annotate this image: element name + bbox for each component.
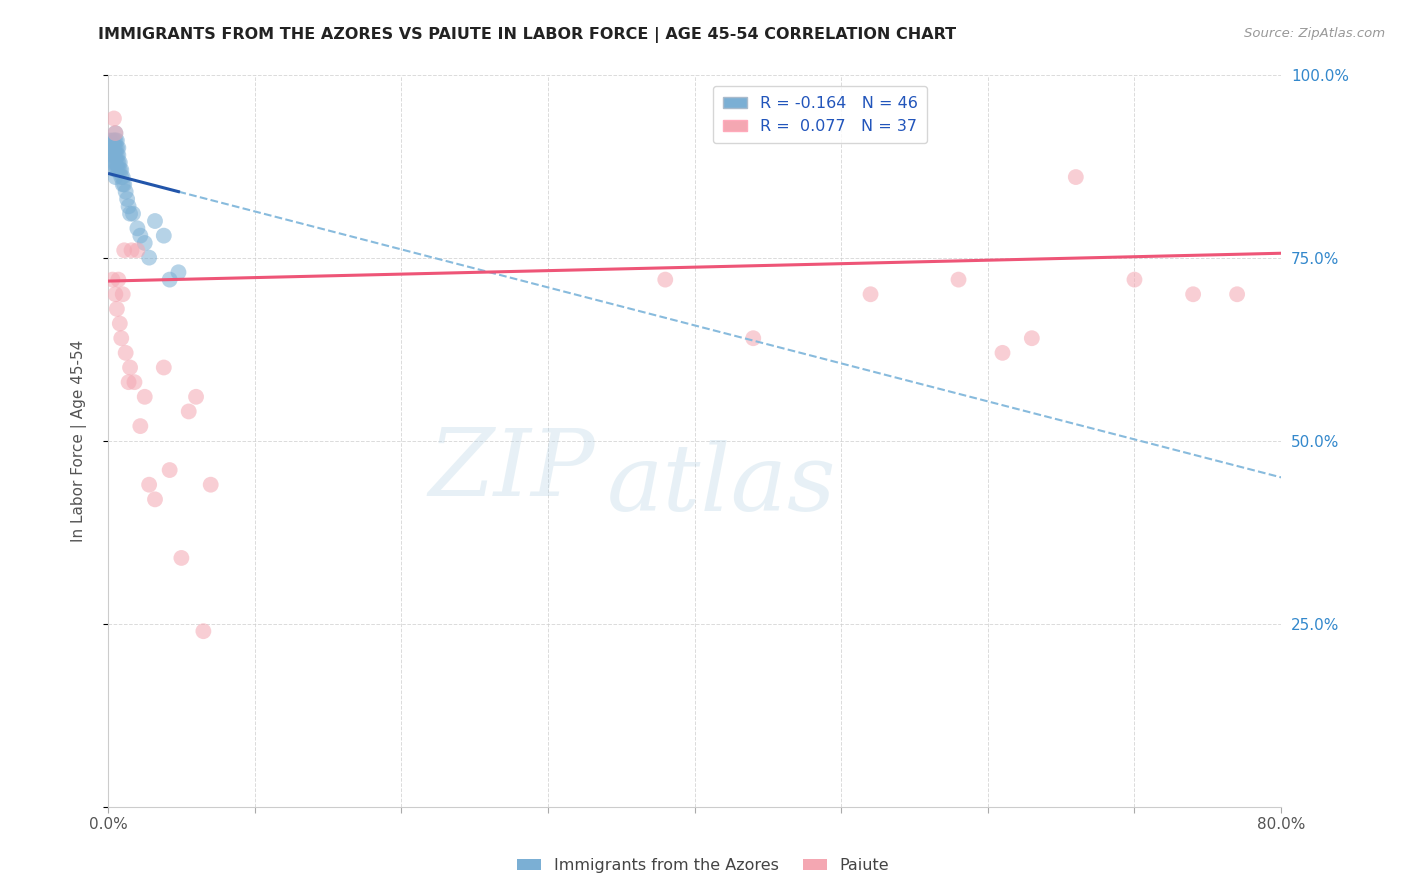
Point [114,185,136,199]
Text: IMMIGRANTS FROM THE AZORES VS PAIUTE IN LABOR FORCE | AGE 45-54 CORRELATION CHAR: IMMIGRANTS FROM THE AZORES VS PAIUTE IN … [98,27,956,43]
Point [120,360,142,375]
Point [105,133,128,147]
Point [170,550,193,565]
Point [991,346,1014,360]
Point [110,331,132,345]
Point [114,346,136,360]
Point [105,162,128,177]
Point [108,162,131,177]
Point [200,477,222,491]
Point [104,287,127,301]
Point [101,148,124,162]
Point [104,148,127,162]
Point [100,155,122,169]
Point [127,244,149,258]
Point [184,390,207,404]
Point [111,178,134,192]
Point [107,162,129,177]
Point [859,287,882,301]
Point [948,272,970,286]
Point [103,133,125,147]
Point [103,155,125,169]
Point [1182,287,1205,301]
Text: Source: ZipAtlas.com: Source: ZipAtlas.com [1244,27,1385,40]
Point [108,155,131,169]
Point [152,360,174,375]
Point [1123,272,1146,286]
Point [127,221,149,235]
Point [143,492,166,507]
Point [107,272,129,286]
Point [104,126,127,140]
Point [134,235,156,250]
Point [134,390,156,404]
Point [104,126,127,140]
Point [129,228,152,243]
Point [104,133,127,147]
Point [117,199,139,213]
Point [1226,287,1249,301]
Point [104,141,127,155]
Point [115,192,138,206]
Point [101,141,124,155]
Point [110,170,132,185]
Point [177,404,200,418]
Point [104,170,127,185]
Point [107,155,129,169]
Point [167,265,190,279]
Point [105,155,128,169]
Text: atlas: atlas [606,440,837,530]
Point [104,162,127,177]
Point [103,141,125,155]
Point [107,148,129,162]
Point [103,148,125,162]
Point [98,133,121,147]
Point [112,244,135,258]
Point [107,141,129,155]
Point [129,419,152,434]
Point [122,207,145,221]
Legend: R = -0.164   N = 46, R =  0.077   N = 37: R = -0.164 N = 46, R = 0.077 N = 37 [713,87,927,144]
Point [105,148,128,162]
Legend: Immigrants from the Azores, Paiute: Immigrants from the Azores, Paiute [510,852,896,880]
Text: ZIP: ZIP [429,425,595,515]
Point [143,214,166,228]
Point [159,272,181,286]
Point [121,244,143,258]
Point [112,178,135,192]
Point [120,207,142,221]
Point [101,133,124,147]
Y-axis label: In Labor Force | Age 45-54: In Labor Force | Age 45-54 [72,340,87,541]
Point [138,477,160,491]
Point [111,287,134,301]
Point [105,301,128,316]
Point [103,112,125,126]
Point [1021,331,1043,345]
Point [100,141,122,155]
Point [110,162,132,177]
Point [159,463,181,477]
Point [138,251,160,265]
Point [117,375,139,389]
Point [152,228,174,243]
Point [742,331,765,345]
Point [1064,170,1087,185]
Point [108,317,131,331]
Point [111,170,134,185]
Point [124,375,146,389]
Point [193,624,215,639]
Point [105,141,128,155]
Point [654,272,676,286]
Point [104,155,127,169]
Point [101,272,124,286]
